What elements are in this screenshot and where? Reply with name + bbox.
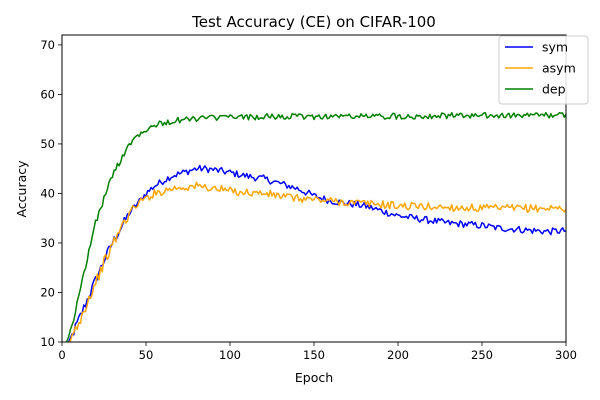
plot-lines bbox=[65, 111, 566, 342]
legend: sym asym dep bbox=[498, 35, 589, 105]
x-axis-label: Epoch bbox=[295, 370, 333, 385]
y-tick-label: 70 bbox=[40, 38, 55, 52]
x-tick-label: 0 bbox=[58, 348, 65, 362]
y-tick-label: 40 bbox=[40, 186, 55, 200]
y-axis-label: Accuracy bbox=[14, 160, 29, 218]
y-tick-label: 10 bbox=[40, 335, 55, 349]
y-tick-label: 30 bbox=[40, 236, 55, 250]
x-tick-label: 250 bbox=[471, 348, 493, 362]
chart-title: Test Accuracy (CE) on CIFAR-100 bbox=[191, 13, 436, 31]
y-axis-ticks: 10 20 30 40 50 60 70 bbox=[40, 38, 62, 349]
x-tick-label: 150 bbox=[303, 348, 325, 362]
series-line-sym bbox=[67, 164, 566, 342]
x-axis-ticks: 0 50 100 150 200 250 300 bbox=[58, 342, 577, 362]
legend-box bbox=[498, 35, 589, 105]
legend-label-dep: dep bbox=[542, 82, 566, 97]
legend-label-sym: sym bbox=[542, 40, 568, 55]
y-tick-label: 20 bbox=[40, 285, 55, 299]
legend-label-asym: asym bbox=[542, 61, 576, 76]
series-line-dep bbox=[65, 111, 566, 342]
y-tick-label: 60 bbox=[40, 87, 55, 101]
x-tick-label: 50 bbox=[139, 348, 154, 362]
x-tick-label: 300 bbox=[555, 348, 577, 362]
x-tick-label: 100 bbox=[219, 348, 241, 362]
series-line-asym bbox=[67, 181, 566, 342]
y-tick-label: 50 bbox=[40, 137, 55, 151]
x-tick-label: 200 bbox=[387, 348, 409, 362]
